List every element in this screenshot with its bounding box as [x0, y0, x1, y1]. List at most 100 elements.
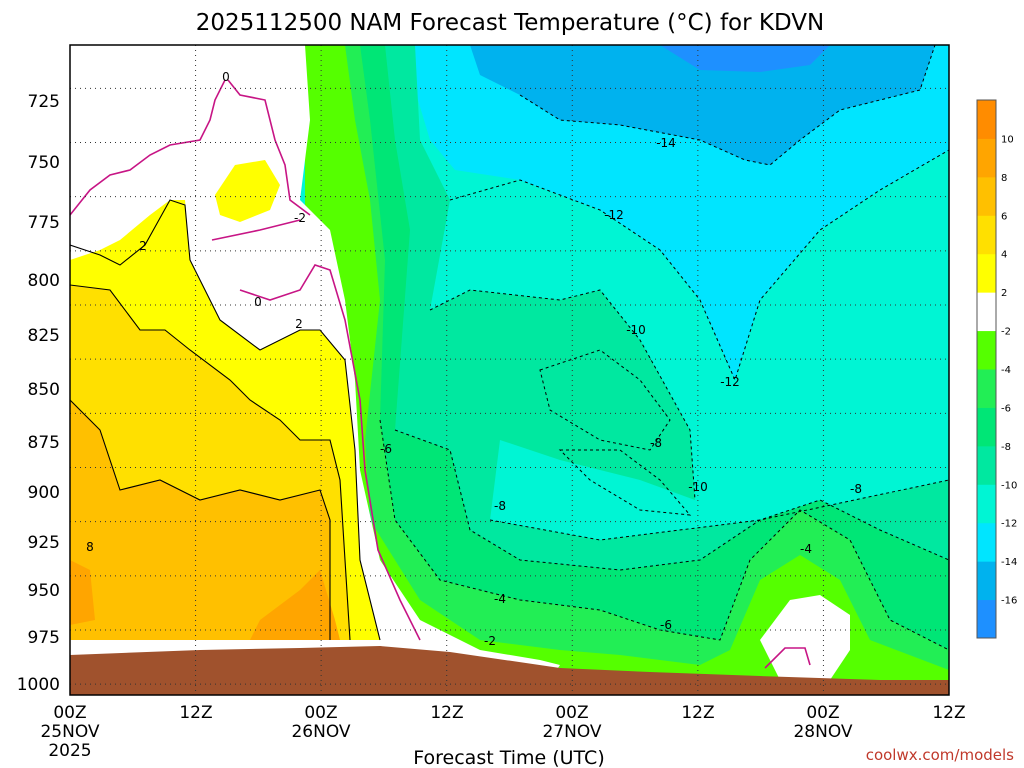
colorbar-segment: [977, 330, 996, 370]
fill-region-minus16: [470, 45, 935, 165]
x-tick-mid: 28NOV: [793, 722, 852, 742]
colorbar-label: -4: [1001, 365, 1011, 376]
fill-region-minus4: [345, 45, 949, 680]
y-tick-label: 975: [28, 628, 60, 648]
colorbar-segment: [977, 407, 996, 447]
colorbar-label: 8: [1001, 173, 1007, 184]
plot-frame: [69, 44, 950, 696]
colorbar-segment: [977, 100, 996, 139]
x-tick-bottom: 2025: [48, 741, 91, 761]
colorbar-label: -16: [1001, 596, 1017, 607]
contour-label: -8: [650, 436, 662, 450]
x-tick-top: 12Z: [932, 703, 965, 723]
fill-region-plus8b: [250, 570, 340, 640]
contour-0-bubble: [764, 647, 811, 669]
x-tick-top: 00Z: [53, 703, 86, 723]
x-tick-top: 12Z: [681, 703, 714, 723]
colorbar-segment: [977, 522, 996, 562]
contour-labels: 0 0 -2 2 2 8 -6 -8 -4 -2 -14 -12 -10 -12…: [86, 70, 862, 648]
colorbar-label: -8: [1001, 442, 1011, 453]
fill-region-plus2-bubble: [215, 160, 280, 222]
colorbar-segment: [977, 445, 996, 485]
x-axis-title: Forecast Time (UTC): [413, 747, 604, 768]
colorbar-frame: [976, 99, 997, 639]
y-tick-label: 875: [28, 433, 60, 453]
colorbar-label: 2: [1001, 288, 1007, 299]
contour-dashed-7: [558, 449, 692, 516]
contour-label: 2: [139, 239, 147, 253]
contour-dashed-6: [539, 349, 671, 451]
contour-label: 2: [295, 317, 303, 331]
contour-dashed-1: [379, 419, 949, 651]
plot-area: [70, 45, 949, 695]
colorbar-segment: [977, 561, 996, 601]
contour-label: 0: [222, 70, 230, 84]
colorbar-label: -2: [1001, 327, 1011, 338]
y-tick-label: 925: [28, 533, 60, 553]
contour-label: -14: [656, 136, 676, 150]
colorbar-label: 6: [1001, 211, 1007, 222]
x-tick-top: 00Z: [555, 703, 588, 723]
contour-label: -12: [604, 208, 624, 222]
x-tick-top: 00Z: [806, 703, 839, 723]
colorbar-label: 10: [1001, 134, 1014, 145]
contour-label: -6: [380, 442, 392, 456]
x-tick-mid: 26NOV: [291, 722, 350, 742]
colorbar-segment: [977, 176, 996, 216]
colorbar-label: -10: [1001, 480, 1017, 491]
x-tick-top: 12Z: [179, 703, 212, 723]
terrain-surface: [70, 646, 949, 695]
contour-dashed-3: [429, 289, 949, 541]
y-tick-label: 1000: [17, 675, 60, 695]
contour-label: -8: [494, 499, 506, 513]
contour-0-left: [70, 79, 226, 216]
contour-label: -8: [850, 482, 862, 496]
contour-2-line: [70, 199, 381, 641]
x-tick-top: 12Z: [430, 703, 463, 723]
contour-4-line: [70, 284, 351, 641]
fill-region-plus6: [70, 400, 330, 640]
y-tick-label: 900: [28, 483, 60, 503]
fill-region-zero-bubble: [760, 595, 850, 680]
contour-label: -10: [688, 480, 708, 494]
colorbar-segment: [977, 215, 996, 255]
credit-text: coolwx.com/models: [866, 746, 1014, 764]
y-tick-label: 800: [28, 271, 60, 291]
contour-6-line: [70, 399, 331, 640]
contour-label: 8: [86, 540, 94, 554]
colorbar-segment: [977, 138, 996, 178]
contour-0-line: [211, 79, 421, 641]
y-tick-label: 825: [28, 326, 60, 346]
y-tick-label: 950: [28, 581, 60, 601]
contour-label: -12: [720, 375, 740, 389]
x-axis: 00Z 25NOV 2025 12Z 00Z 26NOV 12Z 00Z 27N…: [40, 703, 965, 761]
fill-region-plus8: [70, 560, 95, 625]
colorbar: -16 -14 -12 -10 -8 -6 -4 -2 2 4 6 8 10: [976, 99, 1017, 639]
colorbar-segment: [977, 369, 996, 408]
colorbar-segment: [977, 292, 996, 332]
contour-label: -2: [294, 211, 306, 225]
colorbar-segment: [977, 253, 996, 293]
y-tick-label: 725: [28, 92, 60, 112]
x-tick-top: 00Z: [304, 703, 337, 723]
contour-label: 0: [254, 295, 262, 309]
colorbar-label: -14: [1001, 557, 1017, 568]
chart-title: 2025112500 NAM Forecast Temperature (°C)…: [196, 10, 824, 36]
contour-label: -6: [660, 618, 672, 632]
x-tick-mid: 25NOV: [40, 722, 99, 742]
fill-region-minus18: [660, 45, 830, 72]
fill-region-minus14: [415, 45, 949, 380]
contour-lines: [70, 45, 949, 669]
colorbar-label: -12: [1001, 519, 1017, 530]
y-axis: 725 750 775 800 825 850 875 900 925 950 …: [17, 92, 60, 695]
colorbar-label: -6: [1001, 403, 1011, 414]
colorbar-label: 4: [1001, 250, 1007, 261]
x-tick-mid: 27NOV: [542, 722, 601, 742]
contour-label: -10: [626, 323, 646, 337]
contour-dashed-4: [449, 149, 949, 382]
colorbar-segment: [977, 599, 996, 639]
contour-label: -4: [800, 542, 812, 556]
contour-label: -2: [484, 634, 496, 648]
y-tick-label: 850: [28, 380, 60, 400]
